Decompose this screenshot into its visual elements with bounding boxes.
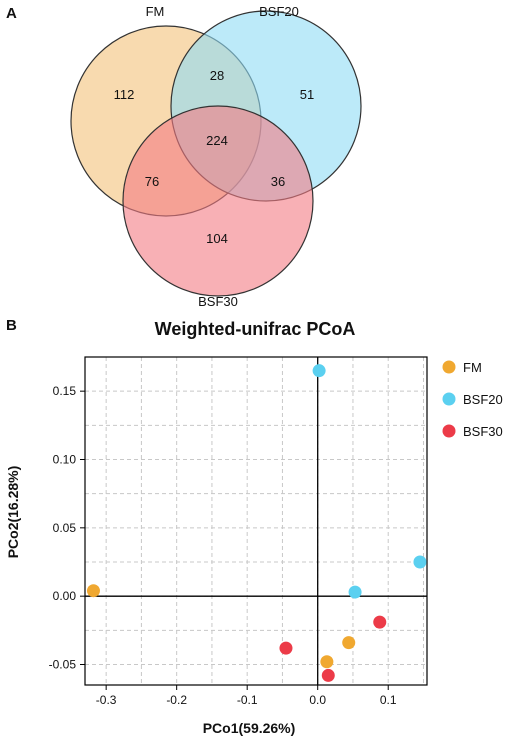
venn-count-all: 224: [206, 133, 228, 148]
point-fm: [86, 584, 100, 598]
venn-count-bsf20-only: 51: [300, 87, 314, 102]
point-bsf30: [279, 641, 293, 655]
legend-label-bsf20: BSF20: [463, 392, 503, 407]
venn-count-bsf20-bsf30: 36: [271, 174, 285, 189]
x-tick-label: 0.1: [380, 693, 397, 707]
point-bsf20: [348, 585, 362, 599]
pcoa-plot: -0.3 -0.2 -0.1 0.0 0.1 -0.05 0.00 0.05 0.10 0.15: [49, 356, 428, 707]
venn-count-bsf30-only: 104: [206, 231, 228, 246]
x-tick-label: 0.0: [309, 693, 326, 707]
legend-label-bsf30: BSF30: [463, 424, 503, 439]
legend-marker-bsf30: [442, 424, 456, 438]
x-tick-label: -0.3: [96, 693, 117, 707]
panel-a-label: A: [6, 5, 17, 22]
legend: FM BSF20 BSF30: [442, 360, 503, 439]
legend-marker-fm: [442, 360, 456, 374]
y-tick-label: 0.00: [53, 589, 77, 603]
panel-b-label: B: [6, 317, 17, 334]
venn-circle-bsf30: [122, 105, 314, 297]
x-tick-label: -0.1: [237, 693, 258, 707]
venn-count-fm-only: 112: [114, 87, 135, 102]
venn-count-fm-bsf30: 76: [145, 174, 159, 189]
x-tick-label: -0.2: [166, 693, 187, 707]
point-bsf20: [312, 364, 326, 378]
point-fm: [342, 636, 356, 650]
venn-label-fm: FM: [146, 4, 165, 19]
plot-frame: [84, 356, 428, 686]
point-bsf20: [413, 555, 427, 569]
venn-diagram: FM BSF20 BSF30 112 51 104 28 76 36 224: [70, 4, 362, 309]
y-tick-label: 0.15: [53, 384, 77, 398]
venn-label-bsf30: BSF30: [198, 294, 238, 309]
venn-count-fm-bsf20: 28: [210, 68, 224, 83]
y-tick-label: -0.05: [49, 658, 77, 672]
point-bsf30: [321, 668, 335, 682]
legend-marker-bsf20: [442, 392, 456, 406]
point-fm: [320, 655, 334, 669]
y-axis-title: PCo2(16.28%): [5, 466, 21, 559]
legend-label-fm: FM: [463, 360, 482, 375]
point-bsf30: [373, 615, 387, 629]
y-tick-label: 0.05: [53, 521, 77, 535]
venn-label-bsf20: BSF20: [259, 4, 299, 19]
y-tick-label: 0.10: [53, 453, 77, 467]
chart-title: Weighted-unifrac PCoA: [155, 319, 356, 339]
x-axis-title: PCo1(59.26%): [203, 720, 296, 736]
